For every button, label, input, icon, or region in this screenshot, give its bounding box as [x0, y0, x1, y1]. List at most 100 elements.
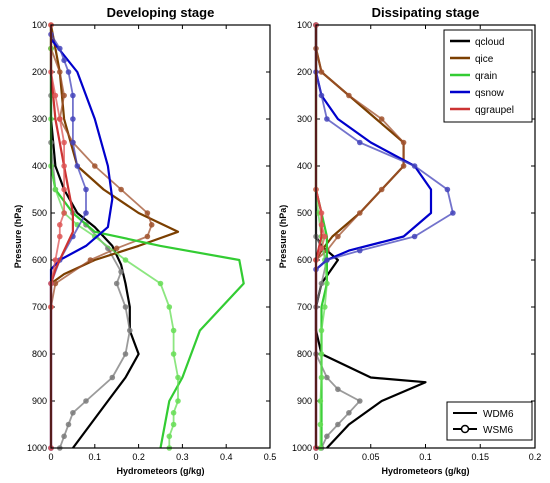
x-tick-label: 0.5	[264, 452, 277, 462]
data-point	[318, 69, 325, 75]
data-point	[65, 69, 72, 75]
data-point	[65, 421, 72, 428]
data-point	[83, 186, 89, 193]
data-point	[170, 327, 177, 334]
data-point	[113, 245, 120, 252]
legend-label-qice: qice	[475, 54, 494, 65]
y-tick-label: 400	[32, 161, 47, 171]
data-point	[170, 421, 177, 428]
y-tick-label: 500	[32, 208, 47, 218]
x-axis-label: Hydrometeors (g/kg)	[116, 466, 204, 476]
data-point	[144, 233, 151, 240]
data-point	[92, 163, 98, 169]
y-tick-label: 900	[32, 396, 47, 406]
series-qgraupel-wsm6	[48, 22, 67, 451]
series-line	[49, 25, 74, 448]
chart-title: Dissipating stage	[372, 5, 480, 20]
data-point	[52, 280, 59, 287]
data-point	[175, 374, 181, 381]
data-point	[324, 116, 330, 122]
y-tick-label: 200	[297, 67, 312, 77]
data-point	[122, 257, 129, 263]
x-tick-label: 0.2	[529, 452, 542, 462]
data-point	[127, 327, 133, 334]
y-tick-label: 100	[32, 20, 47, 30]
y-tick-label: 1000	[27, 443, 47, 453]
x-tick-label: 0.4	[220, 452, 233, 462]
data-point	[411, 163, 418, 169]
y-tick-label: 600	[32, 255, 47, 265]
data-point	[113, 280, 120, 287]
data-point	[324, 257, 330, 263]
data-point	[322, 233, 328, 240]
y-tick-label: 600	[297, 255, 312, 265]
x-tick-label: 0.3	[176, 452, 189, 462]
data-point	[122, 304, 129, 310]
y-tick-label: 700	[297, 302, 312, 312]
y-tick-label: 400	[297, 161, 312, 171]
series-qcloud-wdm6	[49, 25, 140, 449]
x-tick-label: 0.1	[419, 452, 432, 462]
legend-label-qrain: qrain	[475, 71, 497, 82]
data-point	[61, 186, 67, 193]
x-tick-label: 0	[48, 452, 53, 462]
series-line	[49, 25, 245, 449]
data-point	[166, 433, 173, 440]
data-point	[318, 374, 325, 381]
data-point	[378, 186, 385, 193]
data-point	[318, 210, 325, 216]
x-tick-label: 0.2	[132, 452, 145, 462]
series-line	[50, 25, 65, 448]
x-tick-label: 0.05	[362, 452, 380, 462]
data-point	[346, 92, 352, 99]
chart-panel-1: Developing stage 0 0.1 0.2 0.3 0.4 0.5 100 200 30…	[13, 5, 276, 476]
data-point	[70, 92, 76, 99]
data-point	[400, 139, 407, 146]
data-point	[166, 304, 173, 310]
data-point	[400, 163, 407, 169]
data-point	[57, 69, 63, 75]
data-point	[52, 186, 59, 193]
data-point	[317, 421, 324, 428]
x-tick-label: 0.1	[89, 452, 102, 462]
data-point	[118, 186, 124, 193]
data-point	[450, 210, 456, 216]
y-tick-label: 200	[32, 67, 47, 77]
data-point	[357, 247, 363, 254]
legend-label-qsnow: qsnow	[475, 88, 505, 99]
data-point	[74, 163, 81, 169]
data-point	[52, 257, 59, 263]
scheme-legend: WDM6 WSM6	[446, 401, 533, 441]
data-point	[52, 92, 59, 99]
data-point	[109, 374, 116, 381]
data-point	[61, 163, 67, 169]
data-point	[322, 304, 328, 310]
plot-frame	[315, 24, 536, 449]
data-point	[335, 233, 341, 240]
data-point	[318, 245, 325, 252]
y-tick-label: 300	[297, 114, 312, 124]
data-point	[87, 257, 94, 263]
data-point	[324, 280, 330, 287]
data-point	[61, 139, 67, 146]
data-point	[357, 398, 363, 404]
data-point	[318, 92, 325, 99]
data-point	[57, 222, 63, 228]
series-line	[49, 25, 140, 449]
data-point	[170, 410, 177, 416]
data-point	[324, 433, 330, 440]
series-qice-wdm6	[314, 25, 405, 448]
data-point	[444, 186, 451, 193]
data-point	[157, 280, 164, 287]
data-point	[335, 386, 341, 393]
data-point	[61, 92, 67, 99]
y-axis-label: Pressure (hPa)	[278, 205, 288, 269]
y-axis-label: Pressure (hPa)	[13, 205, 23, 269]
data-point	[70, 116, 76, 122]
scheme-label-wdm6: WDM6	[483, 409, 514, 420]
data-point	[118, 269, 124, 275]
chart-panel-2: Dissipating stage 0 0.05 0.1 0.15 0.2 100 200 30…	[278, 5, 541, 476]
scheme-legend-box	[446, 401, 533, 441]
data-point	[378, 116, 385, 122]
data-point	[61, 57, 67, 64]
